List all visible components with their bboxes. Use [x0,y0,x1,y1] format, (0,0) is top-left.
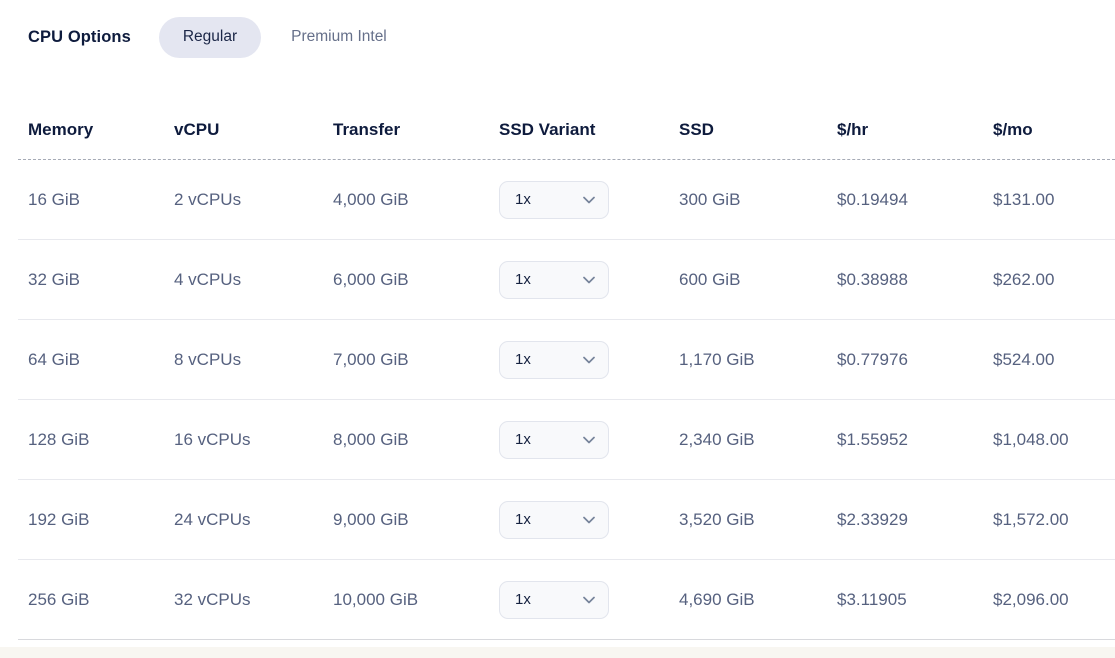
transfer-cell: 10,000 GiB [333,589,419,609]
column-header-memory: Memory [28,119,94,139]
price-hr-cell: $0.77976 [837,349,908,369]
column-header-price-mo: $/mo [993,119,1033,139]
ssd-cell: 3,520 GiB [679,509,755,529]
table-row: 32 GiB 4 vCPUs 6,000 GiB 1x 600 GiB $0.3… [18,240,1115,320]
transfer-cell: 7,000 GiB [333,349,409,369]
bottom-strip [0,647,1115,658]
table-row: 256 GiB 32 vCPUs 10,000 GiB 1x 4,690 GiB… [18,560,1115,640]
ssd-variant-value: 1x [515,271,531,288]
chevron-down-icon [583,196,595,204]
ssd-variant-select[interactable]: 1x [499,420,609,459]
price-mo-cell: $1,048.00 [993,429,1069,449]
price-mo-cell: $524.00 [993,349,1055,369]
column-header-price-hr: $/hr [837,119,869,139]
transfer-cell: 4,000 GiB [333,189,409,209]
cpu-pricing-panel: CPU Options Regular Premium Intel Memory… [0,16,1115,658]
transfer-cell: 8,000 GiB [333,429,409,449]
chevron-down-icon [583,436,595,444]
ssd-cell: 300 GiB [679,189,741,209]
ssd-variant-cell: 1x [499,180,679,219]
ssd-cell: 600 GiB [679,269,741,289]
ssd-variant-select[interactable]: 1x [499,260,609,299]
ssd-variant-cell: 1x [499,500,679,539]
vcpu-cell: 16 vCPUs [174,429,251,449]
memory-cell: 64 GiB [28,349,80,369]
memory-cell: 192 GiB [28,509,90,529]
price-hr-cell: $0.38988 [837,269,908,289]
price-mo-cell: $262.00 [993,269,1055,289]
ssd-variant-select[interactable]: 1x [499,580,609,619]
tab-regular[interactable]: Regular [158,16,262,58]
table-row: 192 GiB 24 vCPUs 9,000 GiB 1x 3,520 GiB … [18,480,1115,560]
ssd-variant-value: 1x [515,431,531,448]
column-header-transfer: Transfer [333,119,401,139]
tab-premium-intel[interactable]: Premium Intel [291,28,387,45]
vcpu-cell: 8 vCPUs [174,349,242,369]
table-row: 64 GiB 8 vCPUs 7,000 GiB 1x 1,170 GiB $0… [18,320,1115,400]
vcpu-cell: 32 vCPUs [174,589,251,609]
vcpu-cell: 4 vCPUs [174,269,242,289]
ssd-variant-value: 1x [515,351,531,368]
chevron-down-icon [583,356,595,364]
memory-cell: 256 GiB [28,589,90,609]
price-mo-cell: $2,096.00 [993,589,1069,609]
chevron-down-icon [583,596,595,604]
ssd-variant-select[interactable]: 1x [499,500,609,539]
memory-cell: 16 GiB [28,189,80,209]
memory-cell: 128 GiB [28,429,90,449]
price-mo-cell: $1,572.00 [993,509,1069,529]
ssd-cell: 2,340 GiB [679,429,755,449]
chevron-down-icon [583,516,595,524]
ssd-cell: 4,690 GiB [679,589,755,609]
ssd-variant-cell: 1x [499,580,679,619]
ssd-variant-select[interactable]: 1x [499,180,609,219]
transfer-cell: 6,000 GiB [333,269,409,289]
ssd-variant-cell: 1x [499,260,679,299]
price-hr-cell: $0.19494 [837,189,908,209]
column-header-ssd-variant: SSD Variant [499,119,596,139]
transfer-cell: 9,000 GiB [333,509,409,529]
price-hr-cell: $2.33929 [837,509,908,529]
column-header-ssd: SSD [679,119,714,139]
ssd-cell: 1,170 GiB [679,349,755,369]
column-header-vcpu: vCPU [174,119,220,139]
ssd-variant-value: 1x [515,591,531,608]
cpu-options-toolbar: CPU Options Regular Premium Intel [0,16,1115,58]
chevron-down-icon [583,276,595,284]
ssd-variant-value: 1x [515,511,531,528]
cpu-options-label: CPU Options [28,27,131,46]
vcpu-cell: 24 vCPUs [174,509,251,529]
table-row: 128 GiB 16 vCPUs 8,000 GiB 1x 2,340 GiB … [18,400,1115,480]
vcpu-cell: 2 vCPUs [174,189,242,209]
ssd-variant-cell: 1x [499,340,679,379]
price-hr-cell: $3.11905 [837,589,907,609]
table-row: 16 GiB 2 vCPUs 4,000 GiB 1x 300 GiB $0.1… [18,160,1115,240]
price-mo-cell: $131.00 [993,189,1055,209]
memory-cell: 32 GiB [28,269,80,289]
price-hr-cell: $1.55952 [837,429,908,449]
table-header-row: Memory vCPU Transfer SSD Variant SSD $/h… [18,100,1115,160]
ssd-variant-value: 1x [515,191,531,208]
pricing-table: Memory vCPU Transfer SSD Variant SSD $/h… [18,100,1115,640]
ssd-variant-cell: 1x [499,420,679,459]
ssd-variant-select[interactable]: 1x [499,340,609,379]
